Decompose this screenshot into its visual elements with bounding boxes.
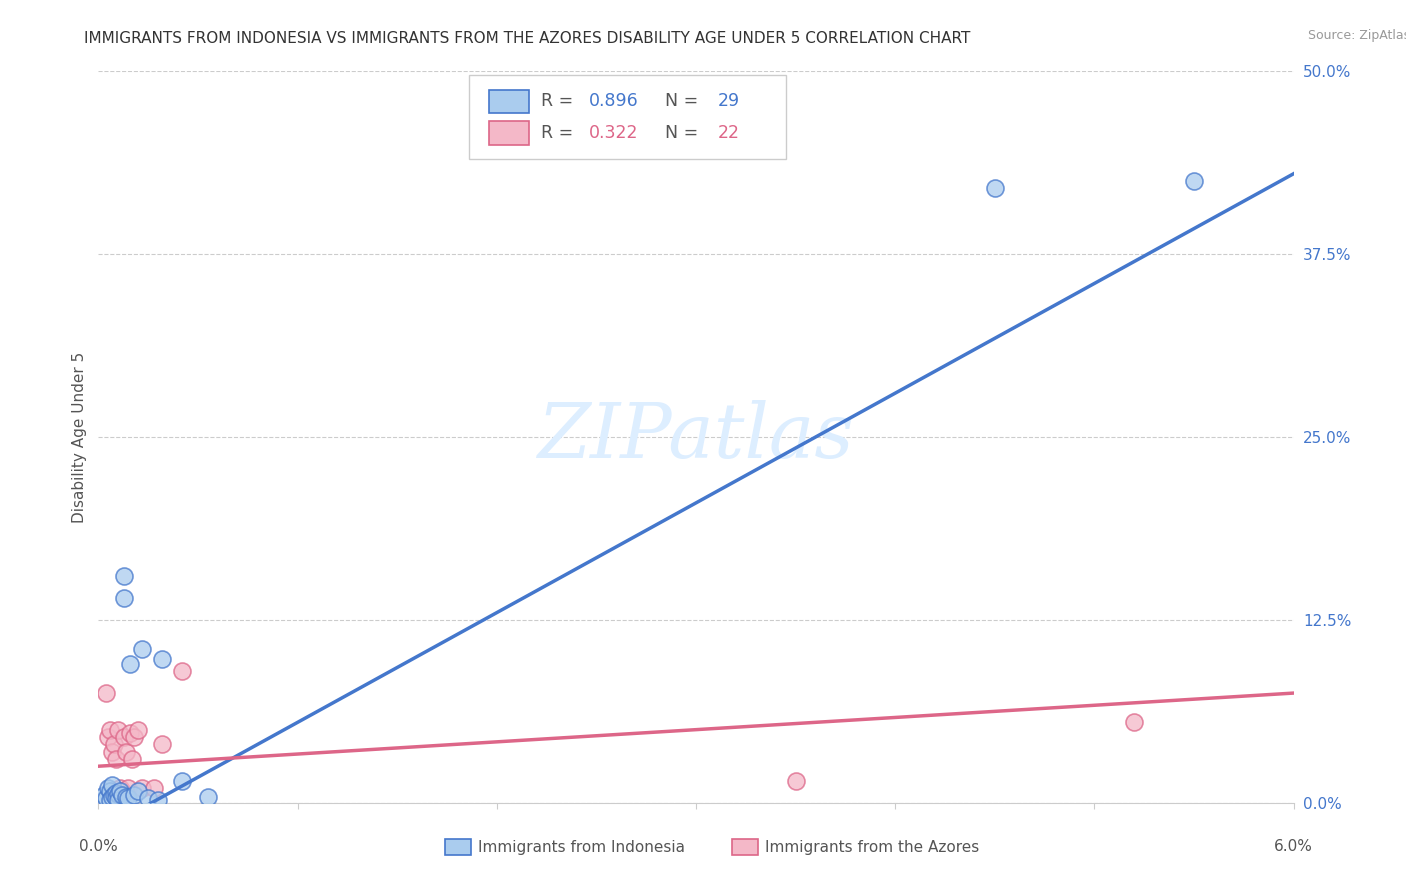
Point	[110, 781, 132, 796]
Point	[105, 752, 128, 766]
Point	[103, 789, 125, 803]
Point	[127, 784, 149, 798]
Text: IMMIGRANTS FROM INDONESIA VS IMMIGRANTS FROM THE AZORES DISABILITY AGE UNDER 5 C: IMMIGRANTS FROM INDONESIA VS IMMIGRANTS …	[84, 31, 970, 46]
FancyBboxPatch shape	[489, 89, 529, 113]
Text: ZIPatlas: ZIPatlas	[537, 401, 855, 474]
Point	[124, 730, 146, 744]
Point	[107, 723, 129, 737]
Point	[96, 686, 118, 700]
Point	[984, 181, 1007, 195]
Point	[111, 789, 134, 803]
Point	[131, 781, 153, 796]
Point	[111, 784, 134, 798]
Text: R =: R =	[541, 124, 578, 142]
Point	[98, 784, 122, 798]
Point	[148, 793, 170, 807]
Point	[103, 737, 125, 751]
Text: N =: N =	[654, 124, 704, 142]
Point	[98, 793, 122, 807]
Text: Immigrants from the Azores: Immigrants from the Azores	[765, 840, 980, 855]
Point	[101, 789, 124, 804]
Point	[96, 791, 118, 805]
Text: 0.322: 0.322	[589, 124, 638, 142]
Text: Immigrants from Indonesia: Immigrants from Indonesia	[478, 840, 686, 855]
Point	[172, 664, 194, 678]
Point	[120, 657, 142, 671]
FancyBboxPatch shape	[489, 121, 529, 145]
Point	[105, 791, 128, 805]
Text: 29: 29	[717, 93, 740, 111]
Point	[97, 730, 120, 744]
Text: R =: R =	[541, 93, 578, 111]
Point	[150, 652, 173, 666]
Point	[107, 793, 129, 807]
Point	[121, 752, 143, 766]
FancyBboxPatch shape	[733, 839, 758, 855]
Point	[105, 786, 128, 800]
Point	[112, 569, 135, 583]
Text: N =: N =	[654, 93, 704, 111]
Point	[785, 773, 807, 788]
Text: 6.0%: 6.0%	[1274, 839, 1313, 855]
Point	[93, 789, 115, 803]
Point	[120, 725, 142, 739]
Point	[1182, 174, 1205, 188]
Text: Source: ZipAtlas.com: Source: ZipAtlas.com	[1308, 29, 1406, 42]
Point	[101, 778, 124, 792]
Text: 0.896: 0.896	[589, 93, 638, 111]
FancyBboxPatch shape	[470, 75, 786, 159]
Point	[124, 789, 146, 803]
Point	[117, 791, 139, 805]
Point	[110, 784, 132, 798]
Point	[143, 781, 166, 796]
Point	[1123, 715, 1146, 730]
Point	[98, 723, 122, 737]
Point	[97, 781, 120, 796]
Point	[115, 789, 138, 804]
Point	[197, 789, 219, 804]
Text: 0.0%: 0.0%	[79, 839, 118, 855]
Y-axis label: Disability Age Under 5: Disability Age Under 5	[72, 351, 87, 523]
Point	[101, 745, 124, 759]
Text: 22: 22	[717, 124, 740, 142]
Point	[127, 723, 149, 737]
Point	[136, 791, 159, 805]
Point	[131, 642, 153, 657]
Point	[112, 730, 135, 744]
FancyBboxPatch shape	[446, 839, 471, 855]
Point	[112, 591, 135, 605]
Point	[150, 737, 173, 751]
Point	[117, 781, 139, 796]
Point	[115, 745, 138, 759]
Point	[172, 773, 194, 788]
Point	[107, 787, 129, 801]
